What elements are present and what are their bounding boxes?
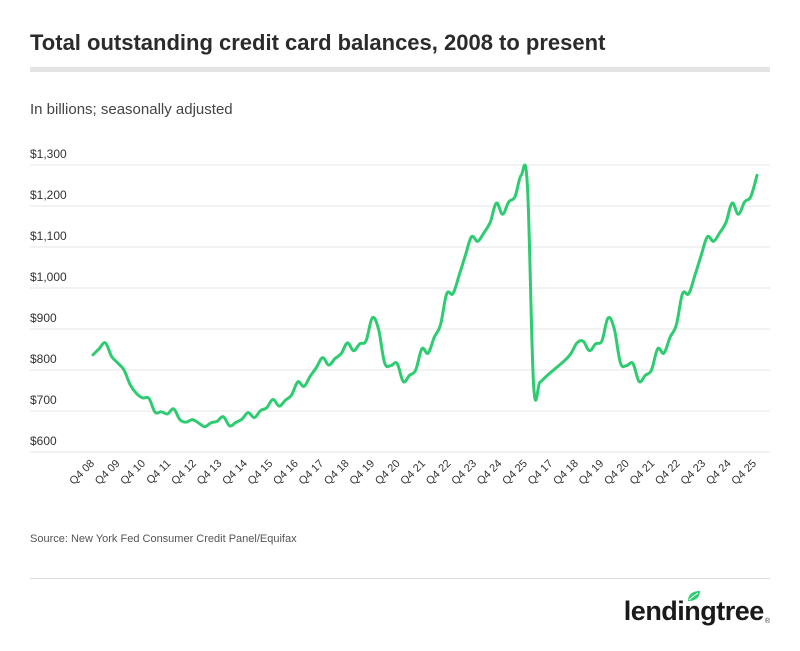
- source-note: Source: New York Fed Consumer Credit Pan…: [30, 533, 297, 545]
- x-tick-label: Q4 25: [500, 458, 530, 488]
- x-tick-label: Q4 21: [398, 458, 428, 488]
- y-tick-label: $1,000: [30, 270, 67, 284]
- x-tick-label: Q4 24: [475, 458, 505, 488]
- x-tick-label: Q4 19: [577, 458, 607, 488]
- y-tick-label: $1,100: [30, 229, 67, 243]
- x-tick-label: Q4 11: [144, 458, 173, 487]
- chart-title: Total outstanding credit card balances, …: [30, 30, 606, 55]
- y-axis: $600 $700 $800 $900 $1,000 $1,100 $1,200 $1,300: [30, 147, 67, 448]
- x-tick-label: Q4 17: [297, 458, 327, 488]
- y-tick-label: $900: [30, 311, 57, 325]
- registered-mark: ®: [764, 618, 770, 625]
- x-tick-label: Q4 14: [220, 458, 250, 488]
- leaf-icon: [687, 591, 700, 601]
- y-tick-label: $800: [30, 352, 57, 366]
- y-tick-label: $1,200: [30, 188, 67, 202]
- grid-lines: [30, 164, 770, 453]
- x-tick-label: Q4 22: [653, 458, 683, 488]
- x-tick-label: Q4 18: [322, 458, 352, 488]
- x-tick-label: Q4 20: [373, 458, 403, 488]
- footer-divider: [30, 578, 770, 579]
- x-tick-label: Q4 13: [195, 458, 225, 488]
- x-tick-label: Q4 19: [348, 458, 378, 488]
- x-tick-label: Q4 12: [169, 458, 199, 488]
- title-divider: [30, 67, 770, 72]
- x-tick-label: Q4 22: [424, 458, 454, 488]
- x-tick-label: Q4 15: [246, 458, 276, 488]
- lendingtree-logo: lendingtree ®: [623, 591, 770, 626]
- logo-wordmark: lendingtree: [623, 596, 765, 626]
- series-lines: [91, 163, 759, 429]
- x-tick-label: Q4 09: [93, 458, 123, 488]
- x-tick-label: Q4 21: [628, 458, 658, 488]
- x-tick-label: Q4 20: [602, 458, 632, 488]
- x-tick-label: Q4 10: [118, 458, 148, 488]
- x-tick-label: Q4 25: [729, 458, 759, 488]
- x-tick-label: Q4 17: [526, 458, 556, 488]
- x-tick-label: Q4 23: [679, 458, 709, 488]
- y-tick-label: $1,300: [30, 147, 67, 161]
- chart-subtitle: In billions; seasonally adjusted: [30, 101, 233, 118]
- line-chart: $600 $700 $800 $900 $1,000 $1,100 $1,200 $1,300…: [30, 147, 770, 488]
- x-tick-label: Q4 24: [704, 458, 734, 488]
- x-tick-label: Q4 23: [449, 458, 479, 488]
- x-tick-label: Q4 16: [271, 458, 301, 488]
- x-tick-label: Q4 08: [67, 458, 97, 488]
- series-line: [91, 163, 759, 429]
- y-tick-label: $600: [30, 434, 57, 448]
- x-tick-label: Q4 18: [551, 458, 581, 488]
- y-tick-label: $700: [30, 393, 57, 407]
